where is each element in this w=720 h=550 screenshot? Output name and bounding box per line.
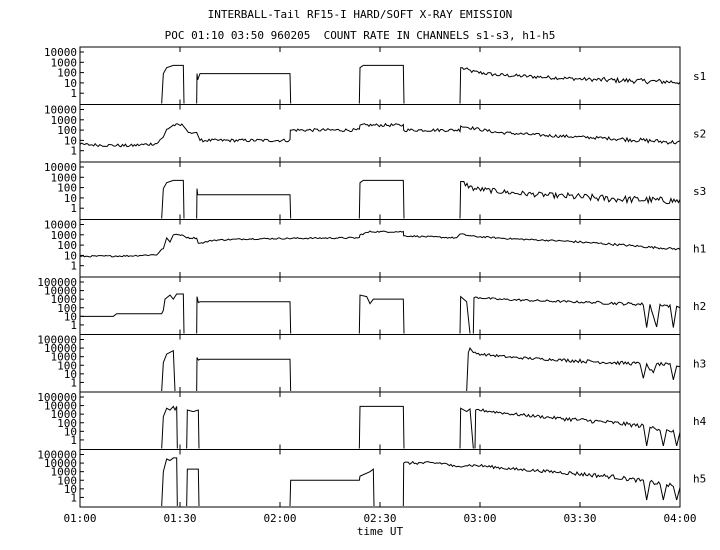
series-label-s1: s1 xyxy=(693,70,706,83)
series-line-s2-seg0 xyxy=(79,122,681,148)
y-tick-label-h5-1: 1 xyxy=(70,491,77,504)
x-tick-label-02:30: 02:30 xyxy=(363,512,396,525)
series-line-s3-seg0 xyxy=(161,179,185,219)
y-tick-label-h2-10: 10 xyxy=(64,310,77,323)
y-tick-label-s3-10: 10 xyxy=(64,192,77,205)
y-tick-label-h5-10: 10 xyxy=(64,483,77,496)
y-tick-label-h4-100000: 100000 xyxy=(37,391,77,404)
x-tick-label-03:30: 03:30 xyxy=(563,512,596,525)
panel-frame-s1 xyxy=(79,46,681,105)
panel-frame-h2 xyxy=(79,276,681,335)
series-line-h3-seg0 xyxy=(161,349,176,392)
series-line-h2-seg2 xyxy=(358,294,405,334)
y-tick-label-h3-100: 100 xyxy=(57,359,77,372)
y-tick-label-s3-1000: 1000 xyxy=(51,171,78,184)
y-tick-label-h1-10000: 10000 xyxy=(44,219,77,232)
x-tick-label-03:00: 03:00 xyxy=(463,512,496,525)
y-tick-label-s1-10: 10 xyxy=(64,77,77,90)
y-tick-label-s1-1000: 1000 xyxy=(51,56,78,69)
y-tick-label-s2-1: 1 xyxy=(70,145,77,158)
series-label-h4: h4 xyxy=(693,415,707,428)
y-tick-label-s3-10000: 10000 xyxy=(44,161,77,174)
y-tick-label-s2-1000: 1000 xyxy=(51,114,78,127)
series-line-h5-seg0 xyxy=(161,457,178,507)
y-tick-label-h5-1000: 1000 xyxy=(51,466,78,479)
y-tick-label-s1-10000: 10000 xyxy=(44,46,77,59)
series-line-s1-seg0 xyxy=(161,64,185,104)
series-line-h2-seg3 xyxy=(459,295,471,334)
x-axis-label: time UT xyxy=(357,525,404,538)
series-line-s1-seg2 xyxy=(358,64,405,104)
y-tick-label-h3-1000: 1000 xyxy=(51,351,78,364)
series-line-h4-seg3 xyxy=(459,407,474,449)
panel-frame-s3 xyxy=(79,161,681,220)
y-tick-label-s1-1: 1 xyxy=(70,87,77,100)
y-tick-label-h2-100000: 100000 xyxy=(37,276,77,289)
series-line-h4-seg1 xyxy=(186,409,200,449)
series-line-s3-seg3 xyxy=(459,180,681,219)
y-tick-label-h5-10000: 10000 xyxy=(44,457,77,470)
y-tick-label-h5-100000: 100000 xyxy=(37,449,77,462)
panel-frame-s2 xyxy=(79,104,681,163)
series-label-h1: h1 xyxy=(693,242,706,255)
y-tick-label-h2-100: 100 xyxy=(57,302,77,315)
y-tick-label-s3-100: 100 xyxy=(57,182,77,195)
panel-frame-h3 xyxy=(79,334,681,393)
y-tick-label-h1-1: 1 xyxy=(70,260,77,273)
series-line-h5-seg2 xyxy=(289,468,375,507)
y-tick-label-h2-1: 1 xyxy=(70,319,77,332)
x-tick-label-01:30: 01:30 xyxy=(163,512,196,525)
y-tick-label-h4-100: 100 xyxy=(57,417,77,430)
series-line-h1-seg0 xyxy=(79,230,681,258)
y-tick-label-h1-10: 10 xyxy=(64,249,77,262)
series-line-h2-seg1 xyxy=(196,296,292,334)
series-line-h4-seg4 xyxy=(474,408,681,449)
x-tick-label-02:00: 02:00 xyxy=(263,512,296,525)
series-line-h5-seg3 xyxy=(402,460,681,507)
series-label-s3: s3 xyxy=(693,185,706,198)
y-tick-label-h2-1000: 1000 xyxy=(51,293,78,306)
series-line-h2-seg0 xyxy=(80,293,185,334)
y-tick-label-h3-10: 10 xyxy=(64,368,77,381)
y-tick-label-s2-10000: 10000 xyxy=(44,104,77,117)
series-line-s3-seg1 xyxy=(196,188,292,219)
series-label-h3: h3 xyxy=(693,357,706,370)
chart-subtitle: POC 01:10 03:50 960205 COUNT RATE IN CHA… xyxy=(164,29,556,42)
series-label-h5: h5 xyxy=(693,472,706,485)
panel-frame-h5 xyxy=(79,449,681,508)
y-tick-label-h5-100: 100 xyxy=(57,474,77,487)
series-label-s2: s2 xyxy=(693,127,706,140)
y-tick-label-s3-1: 1 xyxy=(70,202,77,215)
series-line-h2-seg4 xyxy=(472,296,681,334)
series-line-s1-seg3 xyxy=(459,67,681,104)
x-tick-label-01:00: 01:00 xyxy=(63,512,96,525)
series-line-h3-seg1 xyxy=(196,357,292,392)
series-line-h5-seg1 xyxy=(186,468,200,507)
chart-title: INTERBALL-Tail RF15-I HARD/SOFT X-RAY EM… xyxy=(207,8,513,21)
series-line-s3-seg2 xyxy=(358,179,405,219)
series-line-h4-seg2 xyxy=(358,405,405,449)
y-tick-label-s1-100: 100 xyxy=(57,67,77,80)
panel-frame-h1 xyxy=(79,219,681,278)
y-tick-label-h3-1: 1 xyxy=(70,376,77,389)
y-tick-label-h1-1000: 1000 xyxy=(51,229,78,242)
series-label-h2: h2 xyxy=(693,300,706,313)
y-tick-label-h2-10000: 10000 xyxy=(44,285,77,298)
y-tick-label-h4-10: 10 xyxy=(64,425,77,438)
y-tick-label-s2-100: 100 xyxy=(57,124,77,137)
y-tick-label-h3-10000: 10000 xyxy=(44,342,77,355)
y-tick-label-h4-1: 1 xyxy=(70,434,77,447)
x-tick-label-04:00: 04:00 xyxy=(663,512,696,525)
series-line-s1-seg1 xyxy=(196,73,292,104)
y-tick-label-h4-1000: 1000 xyxy=(51,408,78,421)
series-line-h3-seg2 xyxy=(466,347,681,392)
series-line-h4-seg0 xyxy=(161,405,178,449)
y-tick-label-h1-100: 100 xyxy=(57,239,77,252)
y-tick-label-s2-10: 10 xyxy=(64,134,77,147)
y-tick-label-h3-100000: 100000 xyxy=(37,334,77,347)
y-tick-label-h4-10000: 10000 xyxy=(44,400,77,413)
